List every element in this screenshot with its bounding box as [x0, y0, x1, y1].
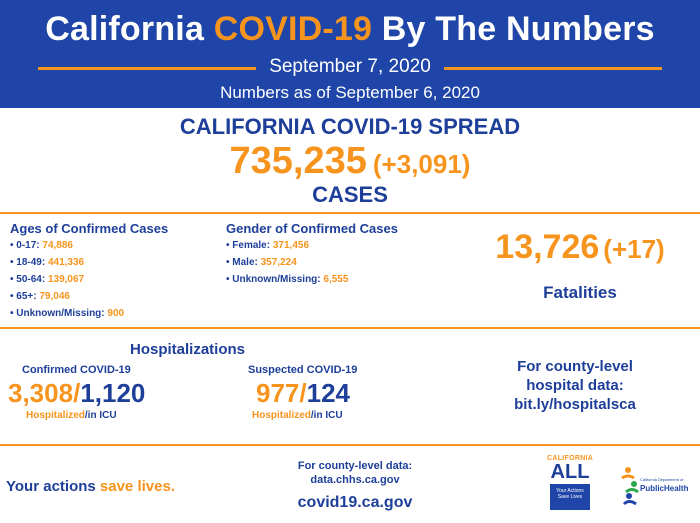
- spread-title: CALIFORNIA COVID-19 SPREAD: [179, 114, 521, 139]
- suspected-icu: 124: [306, 378, 351, 408]
- item-value: 79,046: [39, 291, 70, 302]
- ca-all-box: Your Actions Save Lives: [550, 484, 590, 510]
- suspected-legend: Hospitalized/in ICU: [252, 410, 343, 421]
- item-label: • Unknown/Missing:: [226, 274, 324, 285]
- list-item: • 65+: 79,046: [10, 288, 124, 305]
- list-item: • Male: 357,224: [226, 254, 348, 271]
- list-item: • Unknown/Missing: 6,555: [226, 271, 348, 288]
- county-hospital-line2: hospital data:: [526, 377, 624, 394]
- date-row: September 7, 2020: [38, 56, 662, 80]
- as-of-date: Numbers as of September 6, 2020: [220, 83, 480, 102]
- ages-title: Ages of Confirmed Cases: [10, 221, 169, 236]
- fatalities-change: (+17): [603, 234, 665, 264]
- ca-all-word: ALL: [550, 461, 590, 483]
- list-item: • 50-64: 139,067: [10, 271, 124, 288]
- date-divider-left: [38, 67, 256, 70]
- ca-all-top: CALIFORNIA: [547, 455, 594, 462]
- legend-hospitalized: Hospitalized: [252, 410, 311, 421]
- cases-figure: 735,235 (+3,091): [0, 140, 700, 183]
- header-banner: California COVID-19 By The Numbers Septe…: [0, 0, 700, 108]
- item-value: 74,886: [42, 240, 73, 251]
- item-value: 139,067: [47, 274, 85, 285]
- county-data-label: For county-level data:: [297, 460, 413, 472]
- county-data-link[interactable]: data.chhs.ca.gov: [310, 474, 400, 486]
- california-all-logo: CALIFORNIA ALL Your Actions Save Lives: [547, 455, 593, 515]
- item-value: 357,224: [260, 257, 297, 268]
- confirmed-figures: 3,308/1,120: [8, 378, 145, 409]
- title-prefix: California: [45, 10, 214, 48]
- confirmed-icu: 1,120: [80, 378, 146, 408]
- title-suffix: By The Numbers: [372, 10, 655, 48]
- cdph-logo: California Department of PublicHealth: [616, 462, 690, 514]
- footer-slogan: Your actions save lives.: [6, 478, 175, 495]
- fatalities-total: 13,726: [495, 228, 600, 266]
- title-accent: COVID-19: [213, 10, 373, 48]
- legend-icu: /in ICU: [84, 410, 117, 421]
- fatalities-label: Fatalities: [543, 283, 617, 302]
- cdph-name: PublicHealth: [640, 484, 689, 493]
- confirmed-hospitalized: 3,308: [8, 378, 74, 408]
- footer-county-data: For county-level data: data.chhs.ca.gov: [270, 459, 440, 487]
- list-item: • Unknown/Missing: 900: [10, 305, 124, 322]
- cdph-small-text: California Department of: [640, 477, 684, 482]
- item-value: 6,555: [323, 274, 349, 285]
- county-hospital-info: For county-level hospital data: bit.ly/h…: [480, 357, 670, 414]
- list-item: • Female: 371,456: [226, 237, 348, 254]
- item-label: • 0-17:: [10, 240, 43, 251]
- hospitalizations-title: Hospitalizations: [130, 341, 246, 358]
- footer-site-link[interactable]: covid19.ca.gov: [297, 494, 413, 511]
- section-divider: [0, 212, 700, 214]
- cdph-mark-icon: [621, 467, 639, 506]
- slash-separator: /: [73, 378, 81, 408]
- section-divider: [0, 327, 700, 329]
- county-hospital-line1: For county-level: [517, 358, 633, 375]
- list-item: • 0-17: 74,886: [10, 237, 124, 254]
- slash-separator: /: [299, 378, 307, 408]
- slogan-prefix: Your actions: [6, 478, 100, 495]
- item-label: • 65+:: [10, 291, 40, 302]
- legend-hospitalized: Hospitalized: [26, 410, 85, 421]
- item-label: • Unknown/Missing:: [10, 308, 108, 319]
- cases-change: (+3,091): [372, 149, 471, 179]
- item-label: • Female:: [226, 240, 273, 251]
- suspected-label: Suspected COVID-19: [248, 364, 358, 376]
- item-label: • 50-64:: [10, 274, 48, 285]
- slogan-accent: save lives.: [99, 478, 175, 495]
- item-value: 441,336: [47, 257, 85, 268]
- section-divider: [0, 444, 700, 446]
- list-item: • 18-49: 441,336: [10, 254, 124, 271]
- date-divider-right: [444, 67, 662, 70]
- page-title: California COVID-19 By The Numbers: [0, 10, 700, 49]
- suspected-hospitalized: 977: [256, 378, 300, 408]
- gender-list: • Female: 371,456 • Male: 357,224 • Unkn…: [226, 237, 348, 288]
- confirmed-label: Confirmed COVID-19: [22, 364, 131, 376]
- suspected-figures: 977/124: [256, 378, 350, 409]
- fatalities-figure: 13,726 (+17): [470, 228, 690, 267]
- item-label: • Male:: [226, 257, 261, 268]
- item-value: 900: [107, 308, 125, 319]
- legend-icu: /in ICU: [310, 410, 343, 421]
- ages-list: • 0-17: 74,886 • 18-49: 441,336 • 50-64:…: [10, 237, 124, 322]
- item-value: 371,456: [272, 240, 310, 251]
- cases-total: 735,235: [229, 140, 367, 182]
- cases-label: CASES: [312, 182, 388, 207]
- confirmed-legend: Hospitalized/in ICU: [26, 410, 117, 421]
- county-hospital-link[interactable]: bit.ly/hospitalsca: [514, 396, 636, 413]
- header-date: September 7, 2020: [269, 56, 431, 77]
- item-label: • 18-49:: [10, 257, 48, 268]
- gender-title: Gender of Confirmed Cases: [226, 221, 398, 236]
